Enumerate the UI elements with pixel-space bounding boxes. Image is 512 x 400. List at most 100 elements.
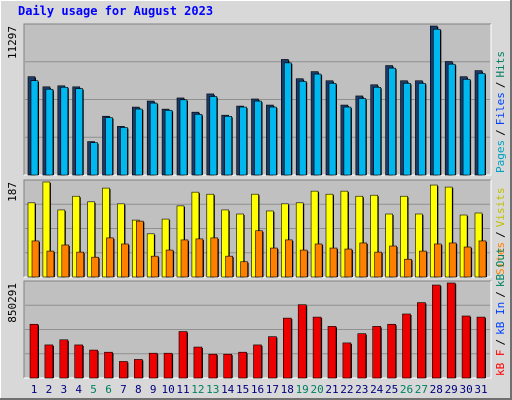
legend-separator: / bbox=[494, 339, 507, 346]
y-max-label: 850291 bbox=[6, 283, 19, 323]
legend-entry: kB In bbox=[494, 302, 507, 335]
bar bbox=[240, 261, 248, 278]
bar bbox=[312, 316, 322, 379]
bar bbox=[224, 116, 232, 176]
bar bbox=[268, 336, 277, 379]
x-tick-label: 3 bbox=[60, 383, 67, 396]
bar bbox=[385, 213, 393, 278]
bar bbox=[253, 344, 262, 379]
x-tick-label: 27 bbox=[415, 383, 428, 396]
bar bbox=[447, 63, 456, 176]
x-tick-label: 10 bbox=[161, 383, 174, 396]
bar bbox=[284, 239, 293, 278]
bar bbox=[148, 352, 158, 379]
bar bbox=[477, 73, 486, 176]
bar bbox=[388, 67, 396, 176]
bar bbox=[180, 239, 189, 278]
bar bbox=[150, 255, 159, 278]
bar bbox=[387, 323, 396, 379]
x-tick-label: 11 bbox=[176, 383, 189, 396]
plot-edge-dark bbox=[23, 280, 491, 378]
bar bbox=[164, 110, 173, 176]
bar bbox=[329, 247, 338, 278]
bar bbox=[194, 114, 203, 176]
bar bbox=[344, 248, 353, 278]
legend-separator: / bbox=[494, 291, 507, 298]
x-tick-label: 7 bbox=[120, 383, 127, 396]
bar bbox=[314, 243, 323, 278]
bar bbox=[415, 213, 423, 278]
bar bbox=[370, 194, 379, 278]
bar bbox=[269, 106, 277, 176]
bar bbox=[89, 349, 98, 379]
bar bbox=[429, 184, 438, 278]
bar bbox=[42, 181, 51, 278]
bar bbox=[432, 28, 441, 176]
bar bbox=[104, 351, 113, 379]
bar bbox=[444, 186, 453, 278]
bar bbox=[403, 83, 411, 176]
bar bbox=[165, 249, 174, 278]
bar bbox=[283, 62, 292, 176]
bar bbox=[163, 352, 173, 379]
x-tick-label: 29 bbox=[445, 383, 458, 396]
bar bbox=[30, 80, 39, 176]
bar bbox=[254, 100, 262, 176]
bar bbox=[359, 242, 368, 278]
bar bbox=[206, 193, 215, 278]
x-tick-label: 30 bbox=[459, 383, 472, 396]
x-tick-label: 24 bbox=[370, 383, 384, 396]
bar bbox=[44, 344, 54, 379]
bar bbox=[121, 243, 129, 278]
legend-entry: kB Out bbox=[494, 247, 507, 287]
bar bbox=[119, 361, 128, 379]
bar bbox=[327, 326, 337, 379]
x-tick-label: 12 bbox=[191, 383, 204, 396]
x-tick-label: 8 bbox=[135, 383, 142, 396]
bar bbox=[225, 255, 233, 278]
x-tick-label: 18 bbox=[281, 383, 294, 396]
legend-entry: Files bbox=[494, 92, 507, 125]
bar bbox=[102, 187, 110, 278]
x-tick-label: 25 bbox=[385, 383, 398, 396]
bar bbox=[462, 79, 471, 176]
plot-edge-dark bbox=[23, 179, 491, 277]
bar bbox=[310, 190, 319, 278]
bar bbox=[404, 258, 412, 278]
bar bbox=[446, 282, 456, 379]
bar bbox=[191, 191, 200, 278]
x-tick-label: 4 bbox=[75, 383, 82, 396]
bar bbox=[325, 193, 334, 278]
x-tick-label: 20 bbox=[310, 383, 323, 396]
bar bbox=[236, 213, 244, 278]
x-tick-label: 23 bbox=[355, 383, 368, 396]
legend-separator: / bbox=[494, 129, 507, 136]
x-tick-label: 1 bbox=[31, 383, 38, 396]
bar bbox=[120, 127, 128, 176]
bar bbox=[340, 190, 349, 278]
x-tick-label: 16 bbox=[251, 383, 264, 396]
bar bbox=[463, 246, 472, 278]
bar bbox=[193, 346, 203, 379]
bar bbox=[313, 73, 322, 176]
x-tick-label: 17 bbox=[266, 383, 279, 396]
x-tick-label: 6 bbox=[105, 383, 112, 396]
legend: Pages / Files / Hits bbox=[494, 51, 507, 173]
x-tick-label: 22 bbox=[340, 383, 353, 396]
x-tick-label: 31 bbox=[474, 383, 487, 396]
bar bbox=[105, 117, 113, 176]
bar bbox=[239, 106, 247, 176]
bar bbox=[149, 102, 158, 176]
bar bbox=[75, 88, 83, 176]
legend-entry: kB F bbox=[494, 350, 507, 377]
bar bbox=[297, 304, 307, 379]
bar bbox=[59, 339, 69, 379]
bar bbox=[374, 251, 383, 278]
bar bbox=[61, 244, 70, 278]
bar bbox=[195, 238, 204, 278]
bar bbox=[136, 220, 144, 278]
bar bbox=[417, 302, 426, 379]
x-tick-label: 19 bbox=[296, 383, 309, 396]
legend-entry: Sites bbox=[494, 242, 507, 275]
